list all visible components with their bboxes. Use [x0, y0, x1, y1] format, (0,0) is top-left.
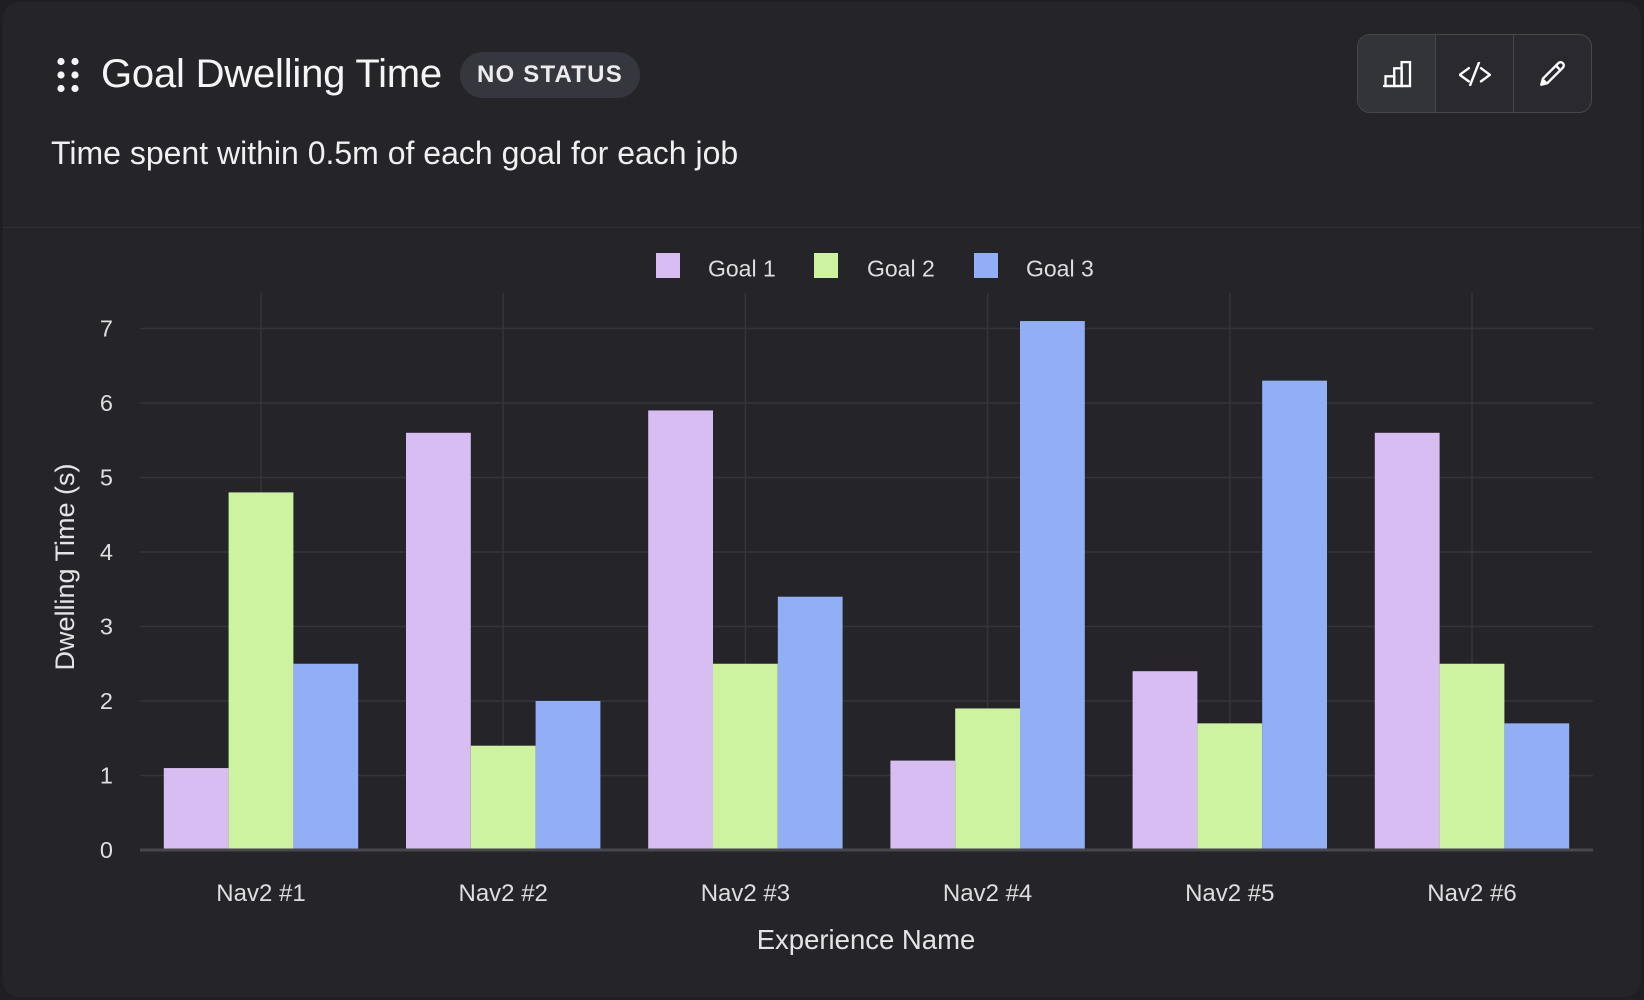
svg-text:5: 5 — [100, 465, 113, 491]
svg-text:Goal 3: Goal 3 — [1026, 256, 1094, 282]
svg-text:4: 4 — [100, 539, 113, 565]
svg-text:Nav2 #6: Nav2 #6 — [1427, 880, 1516, 907]
svg-text:Goal 1: Goal 1 — [708, 256, 776, 282]
svg-text:6: 6 — [100, 390, 113, 416]
svg-text:Experience Name: Experience Name — [757, 924, 976, 955]
svg-text:Nav2 #1: Nav2 #1 — [216, 880, 305, 907]
svg-text:3: 3 — [100, 614, 113, 640]
svg-text:2: 2 — [100, 688, 113, 714]
svg-text:Nav2 #5: Nav2 #5 — [1185, 880, 1274, 907]
svg-text:Nav2 #3: Nav2 #3 — [701, 880, 790, 907]
svg-text:Nav2 #2: Nav2 #2 — [459, 880, 548, 907]
svg-text:7: 7 — [100, 316, 113, 342]
svg-text:1: 1 — [100, 763, 113, 789]
svg-text:Dwelling Time (s): Dwelling Time (s) — [50, 463, 80, 670]
svg-text:0: 0 — [100, 837, 113, 863]
svg-text:Goal 2: Goal 2 — [867, 256, 935, 282]
svg-text:Nav2 #4: Nav2 #4 — [943, 880, 1032, 907]
